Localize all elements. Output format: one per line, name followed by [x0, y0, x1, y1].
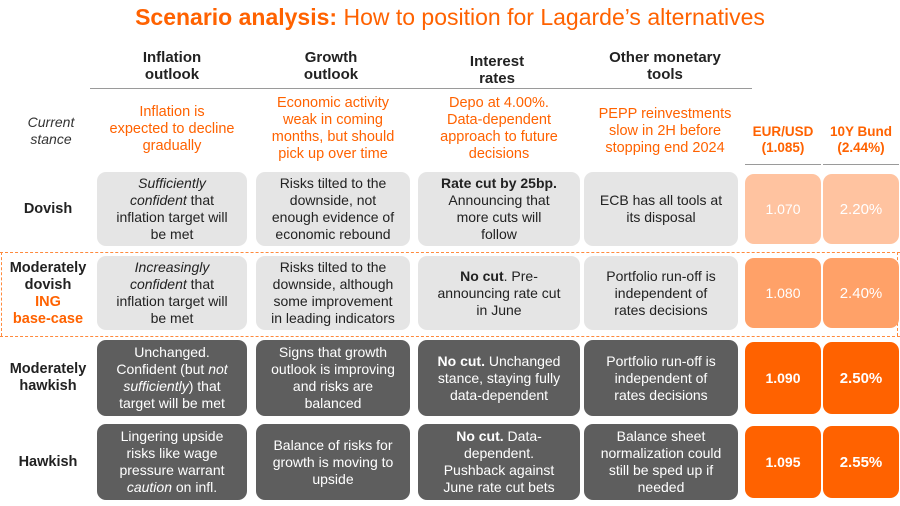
hawkish-growth-cell: Balance of risks for growth is moving to u… [256, 424, 410, 500]
page-title: Scenario analysis: How to position for L… [0, 4, 900, 31]
bund-header: 10Y Bund (2.44%) [829, 124, 892, 155]
row-label-moderately-hawkish: Moderately hawkish [9, 361, 87, 394]
dovish-bund: 2.20% [823, 174, 899, 244]
moderately-hawkish-rates-cell: No cut. Unchanged stance, staying fully da… [418, 340, 580, 416]
current-growth: Economic activity weak in coming months, b… [271, 95, 395, 162]
moderately-dovish-bund: 2.40% [823, 258, 899, 328]
moderately-dovish-inflation-cell: Increasingly confident that inflation targ… [97, 256, 247, 330]
column-header-other-tools: Other monetary tools [609, 49, 721, 83]
current-stance-label: Current stance [27, 114, 75, 147]
dovish-inflation-cell: Sufficiently confident that inflation targ… [97, 172, 247, 246]
bund-header-line [823, 164, 899, 165]
column-header-inflation: Inflation outlook [142, 49, 202, 83]
current-other-tools: PEPP reinvestments slow in 2H before stopp… [598, 105, 732, 156]
moderately-dovish-rates-cell: No cut. Pre-announcing rate cut in June [418, 256, 580, 330]
base-case-frame-top [0, 252, 900, 253]
title-rest: How to position for Lagarde’s alternativ… [337, 4, 765, 30]
row-label-moderately-dovish: Moderately dovish ING base-case [9, 260, 87, 327]
current-inflation: Inflation is expected to decline gradually [109, 103, 235, 154]
moderately-hawkish-inflation-cell: Unchanged. Confident (but not sufficiently… [97, 340, 247, 416]
hawkish-other-tools-cell: Balance sheet normalization could still be… [584, 424, 738, 500]
column-header-rates: Interest rates [469, 53, 525, 87]
moderately-hawkish-growth-cell: Signs that growth outlook is improving and… [256, 340, 410, 416]
title-lead: Scenario analysis: [135, 4, 338, 30]
moderately-dovish-growth-cell: Risks tilted to the downside, although som… [256, 256, 410, 330]
row-label-dovish: Dovish [23, 200, 73, 217]
eurusd-header: EUR/USD (1.085) [752, 124, 814, 155]
dovish-growth-cell: Risks tilted to the downside, not enough e… [256, 172, 410, 246]
base-case-frame-left [1, 252, 2, 336]
moderately-dovish-eurusd: 1.080 [745, 258, 821, 328]
dovish-other-tools-cell: ECB has all tools at its disposal [584, 172, 738, 246]
current-rates: Depo at 4.00%. Data-dependent approach to … [440, 95, 558, 162]
row-label-hawkish: Hawkish [18, 453, 78, 470]
hawkish-rates-cell: No cut. Data-dependent. Pushback against J… [418, 424, 580, 500]
moderately-hawkish-bund: 2.50% [823, 342, 899, 414]
column-header-growth: Growth outlook [303, 49, 359, 83]
dovish-rates-cell: Rate cut by 25bp. Announcing that more cut… [418, 172, 580, 246]
hawkish-bund: 2.55% [823, 426, 899, 498]
header-divider [90, 88, 752, 89]
base-case-frame-bottom [0, 336, 900, 337]
moderately-hawkish-eurusd: 1.090 [745, 342, 821, 414]
dovish-eurusd: 1.070 [745, 174, 821, 244]
ing-base-case-tag: ING [35, 294, 61, 310]
moderately-hawkish-other-tools-cell: Portfolio run-off is independent of rates … [584, 340, 738, 416]
hawkish-eurusd: 1.095 [745, 426, 821, 498]
moderately-dovish-other-tools-cell: Portfolio run-off is independent of rates … [584, 256, 738, 330]
hawkish-inflation-cell: Lingering upside risks like wage pressure … [97, 424, 247, 500]
eurusd-header-line [745, 164, 821, 165]
